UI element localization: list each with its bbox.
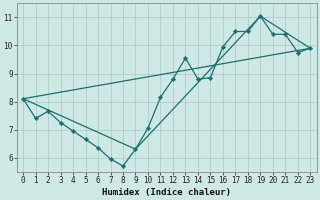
X-axis label: Humidex (Indice chaleur): Humidex (Indice chaleur) xyxy=(102,188,231,197)
